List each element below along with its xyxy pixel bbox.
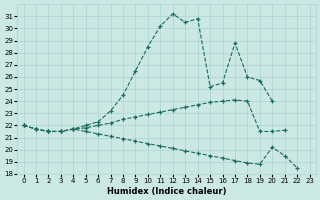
- X-axis label: Humidex (Indice chaleur): Humidex (Indice chaleur): [107, 187, 226, 196]
